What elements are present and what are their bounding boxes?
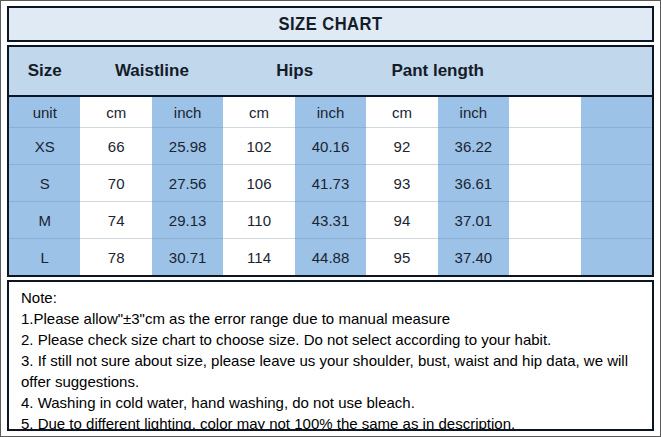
header-size: Size	[9, 61, 80, 81]
table-cell-empty	[509, 238, 580, 275]
table-cell: 29.13	[152, 201, 223, 238]
unit-cell: unit	[9, 97, 80, 127]
table-cell: 93	[366, 164, 437, 201]
unit-cell: cm	[80, 97, 151, 127]
header-waistline: Waistline	[80, 61, 223, 81]
page-title: SIZE CHART	[279, 14, 383, 35]
table-cell: 27.56	[152, 164, 223, 201]
note-item-4: 4. Washing in cold water, hand washing, …	[21, 392, 644, 413]
row-size-label: S	[9, 164, 80, 201]
table-cell: 78	[80, 238, 151, 275]
table-cell: 36.61	[438, 164, 509, 201]
unit-cell	[581, 97, 652, 127]
table-cell-empty	[509, 201, 580, 238]
table-cell: 43.31	[295, 201, 366, 238]
size-chart-image: SIZE CHART Size Waistline Hips Pant leng…	[0, 0, 661, 437]
table-cell: 66	[80, 127, 151, 164]
table-cell: 74	[80, 201, 151, 238]
table-cell: 95	[366, 238, 437, 275]
table-cell: 92	[366, 127, 437, 164]
table-cell-empty	[581, 238, 652, 275]
table-cell: 37.40	[438, 238, 509, 275]
table-cell: 41.73	[295, 164, 366, 201]
note-item-1: 1.Please allow"±3"cm as the error range …	[21, 308, 644, 329]
unit-cell: cm	[223, 97, 294, 127]
notes-section: Note: 1.Please allow"±3"cm as the error …	[7, 280, 654, 431]
note-item-5: 5. Due to different lighting, color may …	[21, 413, 644, 431]
table-cell: 70	[80, 164, 151, 201]
note-item-3: 3. If still not sure about size, please …	[21, 350, 644, 392]
table-cell: 110	[223, 201, 294, 238]
unit-cell: cm	[366, 97, 437, 127]
table-cell: 102	[223, 127, 294, 164]
table-body: unit cm inch cm inch cm inch XS 66 25.98…	[9, 97, 652, 275]
table-cell-empty	[581, 127, 652, 164]
table-cell: 25.98	[152, 127, 223, 164]
row-size-label: M	[9, 201, 80, 238]
size-table: Size Waistline Hips Pant length unit cm …	[7, 45, 654, 277]
unit-cell: inch	[152, 97, 223, 127]
table-cell-empty	[581, 201, 652, 238]
table-cell: 114	[223, 238, 294, 275]
table-cell-empty	[509, 164, 580, 201]
table-cell: 30.71	[152, 238, 223, 275]
header-hips: Hips	[223, 61, 366, 81]
table-cell: 106	[223, 164, 294, 201]
table-cell: 40.16	[295, 127, 366, 164]
table-cell: 94	[366, 201, 437, 238]
table-cell: 37.01	[438, 201, 509, 238]
notes-heading: Note:	[21, 287, 644, 308]
unit-cell: inch	[438, 97, 509, 127]
header-pant-length: Pant length	[366, 61, 509, 81]
row-size-label: L	[9, 238, 80, 275]
unit-cell: inch	[295, 97, 366, 127]
table-cell-empty	[581, 164, 652, 201]
table-header-row: Size Waistline Hips Pant length	[9, 47, 652, 97]
table-cell: 36.22	[438, 127, 509, 164]
table-cell: 44.88	[295, 238, 366, 275]
row-size-label: XS	[9, 127, 80, 164]
note-item-2: 2. Please check size chart to choose siz…	[21, 329, 644, 350]
unit-cell	[509, 97, 580, 127]
title-bar: SIZE CHART	[7, 6, 654, 42]
table-cell-empty	[509, 127, 580, 164]
